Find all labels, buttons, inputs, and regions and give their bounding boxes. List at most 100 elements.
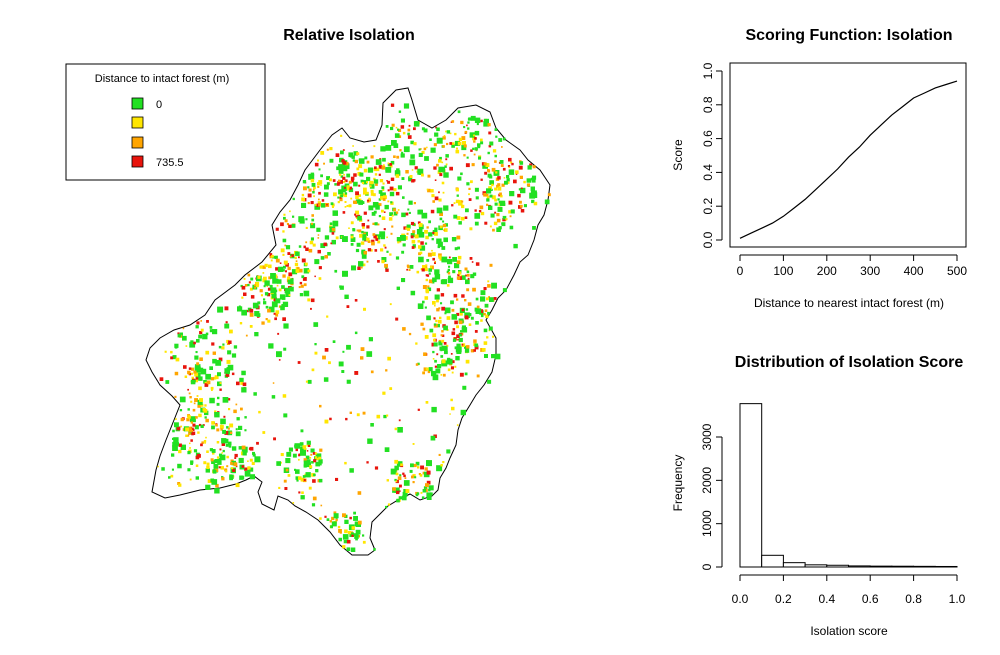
map-patch xyxy=(436,238,442,244)
map-patch xyxy=(456,194,459,197)
map-patch xyxy=(263,301,267,305)
map-patch xyxy=(469,227,473,231)
map-patch xyxy=(339,196,342,199)
map-patch xyxy=(297,267,300,270)
map-patch xyxy=(373,167,377,172)
map-patch xyxy=(497,176,501,180)
map-patch xyxy=(440,374,443,376)
legend-title: Distance to intact forest (m) xyxy=(95,73,230,85)
map-patch xyxy=(387,189,390,192)
map-patch xyxy=(344,461,347,465)
map-patch xyxy=(445,158,448,161)
map-patch xyxy=(441,181,445,185)
map-patch xyxy=(247,460,249,462)
map-patch xyxy=(337,525,341,529)
map-patch xyxy=(351,526,355,530)
map-patch xyxy=(389,303,392,306)
map-patch xyxy=(205,484,211,490)
map-patch xyxy=(177,333,182,338)
map-patch xyxy=(375,183,378,186)
map-patch xyxy=(212,351,216,355)
map-patch xyxy=(420,465,424,470)
map-patch xyxy=(506,175,510,179)
map-patch xyxy=(410,140,414,145)
map-patch xyxy=(484,354,488,358)
map-patch xyxy=(427,370,431,374)
map-patch xyxy=(400,153,405,158)
map-patch xyxy=(317,234,320,236)
map-patch xyxy=(335,477,339,481)
map-patch xyxy=(519,200,522,204)
map-patch xyxy=(465,359,470,364)
map-patch xyxy=(426,146,428,149)
map-patch xyxy=(432,231,435,234)
map-patch xyxy=(353,516,358,521)
map-patch xyxy=(374,173,378,176)
map-patch xyxy=(484,171,488,175)
map-patch xyxy=(468,198,472,201)
map-patch xyxy=(496,213,500,217)
map-patch xyxy=(336,166,340,171)
map-patch xyxy=(494,202,498,206)
map-patch xyxy=(298,454,301,457)
map-patch xyxy=(361,223,365,227)
map-patch xyxy=(496,218,501,223)
map-patch xyxy=(287,474,291,477)
map-patch xyxy=(344,187,346,189)
histogram-bar xyxy=(804,564,828,568)
map-patch xyxy=(241,285,246,290)
map-patch xyxy=(239,475,244,480)
map-patch xyxy=(493,221,498,226)
map-patch xyxy=(346,188,350,191)
map-patch xyxy=(454,365,457,368)
map-patch xyxy=(362,226,365,229)
histogram-bar xyxy=(934,565,958,568)
map-patch xyxy=(307,186,310,189)
map-patch xyxy=(343,540,347,544)
map-patch xyxy=(355,537,358,541)
map-patch xyxy=(465,208,469,213)
map-patch xyxy=(454,247,458,251)
histogram-x-tick-label: 0.0 xyxy=(732,592,749,606)
map-patch xyxy=(425,483,429,488)
legend-label-0: 0 xyxy=(156,99,162,111)
map-patch xyxy=(456,343,461,348)
map-patch xyxy=(406,224,411,229)
map-patch xyxy=(285,468,289,472)
map-patch xyxy=(267,319,271,323)
map-patch xyxy=(461,136,466,140)
map-patch xyxy=(398,496,402,500)
map-patch xyxy=(301,202,307,208)
map-patch xyxy=(423,128,428,133)
map-patch xyxy=(168,476,171,479)
map-patch xyxy=(318,168,321,171)
map-patch xyxy=(222,449,225,453)
map-patch xyxy=(279,294,286,300)
map-patch xyxy=(282,253,285,256)
map-patch xyxy=(342,149,345,151)
map-patch xyxy=(326,518,330,521)
map-patch xyxy=(199,357,203,361)
map-patch xyxy=(349,411,352,414)
map-patch xyxy=(367,248,372,252)
map-patch xyxy=(489,225,492,228)
map-patch xyxy=(413,202,416,205)
map-patch xyxy=(448,275,451,279)
map-patch xyxy=(474,209,477,212)
map-patch xyxy=(488,131,492,135)
map-patch xyxy=(317,249,321,254)
map-patch xyxy=(324,184,329,190)
map-patch xyxy=(314,204,321,210)
map-patch xyxy=(214,412,220,418)
map-patch xyxy=(474,137,477,140)
map-patch xyxy=(487,151,490,155)
map-patch xyxy=(463,126,466,129)
map-patch xyxy=(235,428,238,431)
map-patch xyxy=(411,169,414,171)
map-patch xyxy=(266,293,271,297)
map-patch xyxy=(372,202,379,208)
map-patch xyxy=(233,345,238,349)
map-patch xyxy=(197,404,201,408)
map-patch xyxy=(394,487,400,493)
